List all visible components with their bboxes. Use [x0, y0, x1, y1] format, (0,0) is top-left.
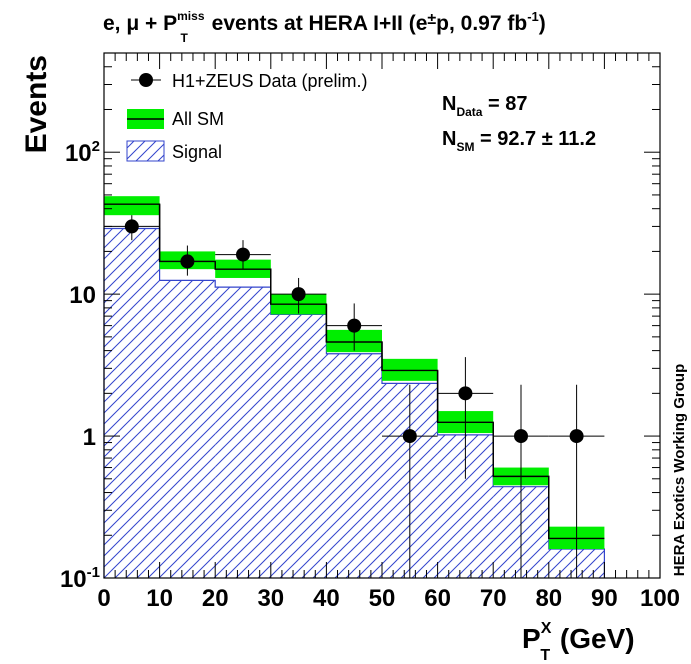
data-point [569, 429, 584, 444]
signal-outline [103, 227, 605, 578]
x-tick-label: 60 [424, 585, 451, 612]
data-point [458, 386, 473, 401]
legend-entry-all-sm: All SM [127, 109, 224, 129]
x-tick-label: 0 [97, 585, 110, 612]
legend: H1+ZEUS Data (prelim.) All SM Signal [126, 71, 368, 162]
x-tick-label: 10 [146, 585, 173, 612]
x-tick-label: 80 [535, 585, 562, 612]
data-point [347, 318, 362, 333]
x-tick-label: 30 [257, 585, 284, 612]
x-tick-label: 20 [202, 585, 229, 612]
n-data-annotation: NData = 87 [442, 93, 528, 119]
x-tick-label: 90 [591, 585, 618, 612]
plot-area [103, 52, 661, 579]
y-tick-label: 1 [83, 424, 96, 451]
signal-bar [270, 314, 327, 578]
data-point [236, 247, 250, 262]
x-tick-label: 100 [640, 585, 680, 612]
legend-entry-signal: Signal [126, 140, 222, 162]
signal-bar [215, 287, 271, 578]
axis-ticks: 0 10 20 30 40 50 60 70 80 90 100 10-1 1 10 102 [60, 52, 680, 612]
y-axis-label: Events [20, 55, 53, 153]
chart-title: e, μ + Pmiss T events at HERA I+II (e±p, … [103, 9, 546, 45]
data-point [514, 429, 528, 444]
legend-data-label: H1+ZEUS Data (prelim.) [172, 71, 368, 91]
data-point [180, 254, 195, 269]
y-tick-label: 10-1 [60, 564, 100, 593]
x-tick-label: 50 [369, 585, 396, 612]
signal-bar [326, 353, 382, 578]
sm-uncertainty-band [104, 196, 160, 216]
legend-signal-label: Signal [172, 142, 222, 162]
legend-entry-data: H1+ZEUS Data (prelim.) [131, 71, 368, 91]
signal-bar [159, 280, 216, 578]
legend-signal-swatch [126, 140, 165, 162]
legend-all-sm-label: All SM [172, 109, 224, 129]
data-point [402, 429, 417, 444]
data-point [291, 287, 306, 302]
data-point [124, 219, 139, 234]
legend-data-marker [139, 73, 153, 87]
y-tick-label: 10 [69, 282, 96, 309]
x-axis-label: PX T (GeV) [522, 620, 635, 664]
x-tick-label: 70 [480, 585, 507, 612]
n-sm-annotation: NSM = 92.7 ± 11.2 [442, 128, 596, 154]
y-tick-label: 102 [65, 138, 100, 167]
signal-bar [104, 228, 160, 578]
x-tick-label: 40 [313, 585, 340, 612]
side-label: HERA Exotics Working Group [671, 364, 688, 577]
